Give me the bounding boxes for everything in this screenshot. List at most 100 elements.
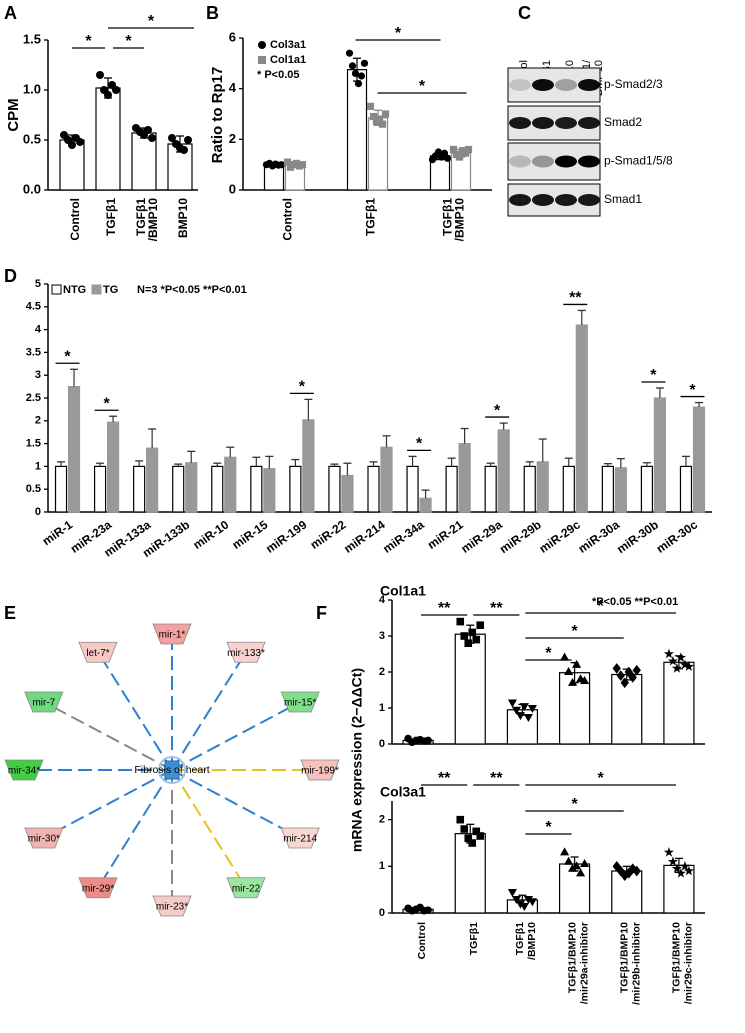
x-tick-label: /BMP10 (453, 198, 467, 242)
panel-label: F (316, 603, 327, 623)
data-point (424, 736, 432, 745)
data-point (258, 41, 266, 49)
node-label: mir-30* (28, 834, 60, 845)
y-tick-label: 0 (379, 907, 385, 919)
node-label: mir-199* (301, 766, 339, 777)
bar (172, 465, 185, 513)
data-point (112, 86, 120, 94)
data-point (667, 856, 678, 866)
x-tick-label: TGFβ1 (104, 198, 118, 236)
bar (454, 633, 486, 745)
data-point (632, 664, 641, 676)
significance-label: * (494, 402, 501, 419)
bar (250, 465, 263, 513)
y-tick-label: 2.5 (26, 392, 41, 404)
panel-label: E (4, 603, 16, 623)
network-edge (171, 769, 301, 839)
data-point (472, 635, 481, 644)
center-label: Fibrosis of heart (134, 764, 209, 776)
significance-label: * (125, 33, 132, 50)
bar (95, 87, 121, 191)
data-point (679, 861, 690, 871)
bar (367, 117, 389, 191)
bar (523, 465, 536, 513)
bar (106, 421, 120, 513)
x-tick-label: /mir29c-inhibitor (683, 922, 695, 1004)
network-node (280, 691, 320, 713)
x-tick-label: /BMP10 (146, 198, 160, 242)
subplot-title: Col1a1 (380, 583, 426, 599)
data-point (679, 659, 690, 670)
data-point (468, 839, 477, 847)
data-point (258, 56, 266, 64)
bar (341, 474, 354, 513)
y-tick-label: 0.5 (23, 131, 41, 146)
bar (692, 406, 706, 513)
bar (679, 465, 693, 513)
bar (663, 661, 695, 745)
y-tick-label: 1 (379, 702, 385, 714)
data-point (456, 815, 465, 824)
data-point (104, 91, 112, 99)
y-tick-label: 5 (35, 278, 41, 290)
y-tick-label: 0 (35, 506, 41, 518)
blot-band (555, 79, 577, 91)
y-tick-label: 2 (379, 666, 385, 678)
significance-label: * (545, 819, 552, 836)
data-point (580, 859, 590, 868)
data-point (144, 126, 152, 134)
significance-label: * (148, 13, 155, 30)
data-point (572, 861, 582, 870)
node-label: mir-29* (82, 883, 114, 894)
data-point (366, 102, 375, 110)
data-point (515, 712, 525, 721)
data-point (354, 80, 363, 88)
y-tick-label: 4 (35, 324, 42, 336)
blot-band (509, 117, 531, 129)
bar (211, 465, 224, 513)
significance-label: * (103, 395, 110, 412)
network-node (78, 641, 118, 663)
bar (497, 429, 510, 513)
data-point (683, 661, 694, 671)
y-axis-label: Ratio to Rp17 (209, 67, 226, 164)
y-axis-label: CPM (5, 98, 22, 131)
bar (454, 833, 486, 914)
bar (146, 447, 159, 513)
network-node (226, 877, 266, 899)
y-tick-label: 0 (379, 738, 385, 750)
y-tick-label: 0.0 (23, 181, 41, 196)
data-point (455, 153, 464, 161)
network-edge (171, 769, 247, 889)
significance-label: ** (438, 770, 451, 787)
x-tick-label: TGFβ1 (364, 198, 378, 236)
data-point (443, 154, 452, 162)
row-label: p-Smad1/5/8 (604, 154, 673, 168)
data-point (663, 648, 674, 659)
bar (328, 465, 341, 513)
y-tick-label: 4 (229, 80, 237, 95)
y-tick-label: 6 (229, 29, 236, 44)
data-point (527, 704, 537, 713)
blot-band (509, 194, 531, 206)
blot-band (555, 155, 577, 168)
data-point (360, 59, 369, 67)
data-point (564, 856, 574, 865)
bar (302, 419, 315, 513)
significance-label: * (598, 598, 605, 615)
bar (562, 465, 575, 513)
node-label: mir-214 (283, 834, 317, 845)
bar (458, 443, 471, 513)
network-edge (171, 701, 301, 771)
significance-label: * (571, 623, 578, 640)
data-point (632, 865, 641, 877)
y-tick-label: 3 (35, 369, 41, 381)
data-point (507, 699, 517, 708)
bar (536, 461, 549, 513)
y-tick-label: 1 (379, 860, 385, 872)
bar (185, 462, 198, 513)
x-tick-label: Control (281, 198, 295, 241)
center-ring (158, 756, 186, 784)
data-point (620, 677, 629, 689)
